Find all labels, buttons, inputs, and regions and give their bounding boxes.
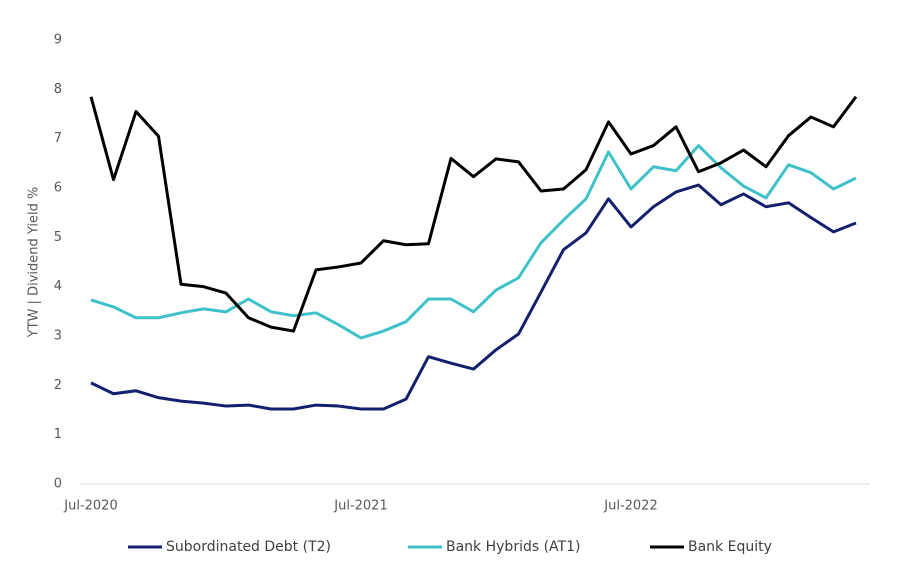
x-tick-label: Jul-2022 [603, 499, 657, 514]
y-tick-label: 6 [54, 181, 62, 196]
y-tick-label: 9 [54, 33, 62, 48]
y-tick-label: 4 [54, 279, 62, 294]
legend-label: Bank Equity [688, 539, 772, 555]
y-tick-label: 3 [54, 329, 62, 344]
series-line [89, 95, 858, 333]
y-tick-label: 2 [54, 378, 62, 393]
y-tick-label: 7 [54, 131, 62, 146]
legend-label: Subordinated Debt (T2) [166, 539, 331, 555]
series-line [90, 183, 857, 411]
y-tick-label: 8 [54, 82, 62, 97]
series-line [90, 144, 857, 340]
y-tick-label: 1 [54, 427, 62, 442]
y-axis-label: YTW | Dividend Yield % [27, 187, 42, 339]
x-tick-label: Jul-2021 [333, 499, 387, 514]
legend-label: Bank Hybrids (AT1) [446, 539, 580, 555]
y-tick-label: 5 [54, 230, 62, 245]
legend: Subordinated Debt (T2) Bank Hybrids (AT1)… [128, 539, 772, 555]
y-tick-label: 0 [54, 477, 62, 492]
x-tick-label: Jul-2020 [63, 499, 117, 514]
